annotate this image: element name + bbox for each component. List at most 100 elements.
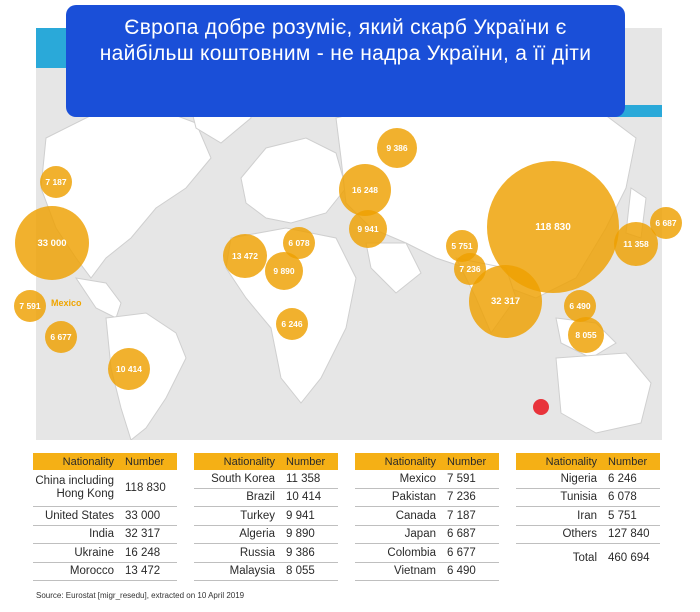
mexico-map-label: Mexico [51,298,82,308]
header-nationality: Nationality [384,455,436,468]
number-cell: 7 187 [447,509,476,522]
table-row: Morocco 13 472 [33,563,177,581]
data-table-4: Nationality Number Nigeria 6 246 Tunisia… [516,453,660,572]
number-cell: 33 000 [125,509,161,522]
bubble-mexico: 7 591 [14,290,46,322]
nationality-cell: United States [44,509,114,522]
data-table-2: Nationality Number South Korea 11 358 Br… [194,453,338,581]
nationality-cell: South Korea [211,472,275,485]
bubble-colombia: 6 677 [45,321,77,353]
table-row: Russia 9 386 [194,544,338,563]
nationality-cell: China including Hong Kong [35,475,114,500]
nationality-cell: Others [562,528,597,541]
data-table-1: Nationality Number China including Hong … [33,453,177,581]
number-cell: 7 591 [447,472,476,485]
table-row: China including Hong Kong 118 830 [33,470,177,507]
table-row: Algeria 9 890 [194,526,338,544]
bubble-turkey: 9 941 [349,210,387,248]
bubble-united-states: 33 000 [15,206,89,280]
number-cell: 13 472 [125,565,161,578]
number-cell: 9 941 [286,509,315,522]
header-number: Number [286,455,326,468]
number-cell: 6 687 [447,528,476,541]
bubble-russia: 9 386 [377,128,417,168]
table-row: Ukraine 16 248 [33,544,177,563]
location-marker [533,399,549,415]
nationality-cell: Mexico [399,472,436,485]
number-cell: 6 078 [608,491,637,504]
table-header: Nationality Number [194,453,338,470]
bubble-vietnam: 6 490 [564,290,596,322]
number-cell: 118 830 [125,482,166,494]
number-cell: 127 840 [608,528,650,541]
table-row: Others 127 840 [516,526,660,544]
nationality-cell: Canada [395,509,436,522]
table-row: Japan 6 687 [355,526,499,544]
number-cell: 16 248 [125,546,161,559]
number-cell: 8 055 [286,565,315,578]
header-nationality: Nationality [545,455,597,468]
number-cell: 32 317 [125,528,161,541]
bubble-morocco: 13 472 [223,234,267,278]
table-row: India 32 317 [33,526,177,544]
nationality-cell: Algeria [239,528,275,541]
number-cell: 6 677 [447,546,476,559]
bubble-ukraine: 16 248 [339,164,391,216]
number-cell: 5 751 [608,509,637,522]
header-nationality: Nationality [223,455,275,468]
table-row: United States 33 000 [33,507,177,526]
bubble-canada: 7 187 [40,166,72,198]
table-row: Brazil 10 414 [194,489,338,507]
header-number: Number [447,455,487,468]
number-cell: 10 414 [286,491,322,504]
bubble-china: 118 830 [487,161,619,293]
nationality-cell: Vietnam [394,565,436,578]
bubble-tunisia: 6 078 [283,227,315,259]
table-row: Pakistan 7 236 [355,489,499,507]
nationality-cell: Brazil [246,491,275,504]
bubble-brazil: 10 414 [108,348,150,390]
total-row: Total 460 694 [516,544,660,572]
bubble-nigeria: 6 246 [276,308,308,340]
nationality-cell: Nigeria [560,472,597,485]
table-header: Nationality Number [516,453,660,470]
nationality-cell: Colombia [387,546,436,559]
table-row: Nigeria 6 246 [516,470,660,489]
nationality-cell: Iran [577,509,597,522]
nationality-cell: Russia [239,546,275,559]
table-row: Turkey 9 941 [194,507,338,526]
table-row: Colombia 6 677 [355,544,499,563]
number-cell: 7 236 [447,491,476,504]
nationality-cell: Pakistan [391,491,436,504]
nationality-cell: India [89,528,114,541]
table-header: Nationality Number [355,453,499,470]
table-row: Vietnam 6 490 [355,563,499,581]
nationality-cell: Tunisia [560,491,597,504]
table-row: Canada 7 187 [355,507,499,526]
header-number: Number [125,455,165,468]
data-table-3: Nationality Number Mexico 7 591 Pakistan… [355,453,499,581]
number-cell: 9 890 [286,528,315,541]
nationality-cell: Morocco [69,565,114,578]
total-value: 460 694 [608,552,650,564]
number-cell: 9 386 [286,546,315,559]
number-cell: 11 358 [286,472,321,485]
table-header: Nationality Number [33,453,177,470]
table-row: Malaysia 8 055 [194,563,338,581]
bubble-malaysia: 8 055 [568,317,604,353]
title-banner: Європа добре розуміє, який скарб України… [66,5,625,117]
table-row: Iran 5 751 [516,507,660,526]
page-title: Європа добре розуміє, який скарб України… [99,16,592,65]
nationality-cell: Ukraine [74,546,114,559]
nationality-cell: Japan [404,528,436,541]
nationality-cell: Malaysia [229,565,275,578]
table-row: Tunisia 6 078 [516,489,660,507]
number-cell: 6 246 [608,472,637,485]
table-row: Mexico 7 591 [355,470,499,489]
table-row: South Korea 11 358 [194,470,338,489]
bubble-japan: 6 687 [650,207,682,239]
source-note: Source: Eurostat [migr_resedu], extracte… [36,591,245,600]
header-number: Number [608,455,648,468]
number-cell: 6 490 [447,565,476,578]
nationality-cell: Turkey [240,509,275,522]
